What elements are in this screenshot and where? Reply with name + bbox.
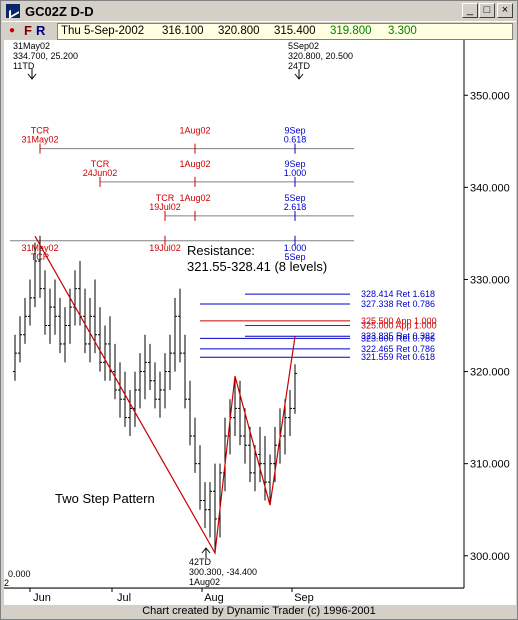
plot-area	[4, 40, 464, 588]
resistance-range: 321.55-328.41 (8 levels)	[187, 259, 327, 274]
y-tick-label: 300.000	[470, 551, 510, 563]
top-right-annotation: 320.800, 20.500	[288, 51, 353, 61]
y-axis-area	[464, 40, 516, 605]
top-right-annotation: 24TD	[288, 61, 311, 71]
x-tick-label: Aug	[204, 592, 224, 604]
quote-high: 320.800	[218, 25, 260, 37]
quote-date: Thu 5-Sep-2002	[61, 25, 145, 37]
tcr-label: TCR	[31, 126, 50, 136]
bottom-left-value: 0.000	[8, 569, 31, 579]
window-title: GC02Z D-D	[25, 4, 94, 19]
y-tick-label: 350.000	[470, 90, 510, 102]
record-dot-icon[interactable]: ●	[9, 25, 16, 36]
price-chart[interactable]: 300.000 310.000 320.000 330.000 340.000 350.0…	[2, 40, 516, 605]
tcr-label: 1Aug02	[179, 193, 210, 203]
top-right-annotation: 5Sep02	[288, 41, 319, 51]
tcr-label: 9Sep	[284, 126, 305, 136]
bottom-annotation: 42TD	[189, 557, 212, 567]
tcr-label: 24Jun02	[83, 168, 118, 178]
tcr-label: 19Jul02	[149, 243, 181, 253]
tcr-label: 19Jul02	[149, 202, 181, 212]
up-arrow-icon	[201, 547, 211, 558]
tcr-label: 1Aug02	[179, 126, 210, 136]
title-bar: GC02Z D-D _ □ ×	[2, 2, 516, 20]
toolbar: ● F R Thu 5-Sep-2002 316.100 320.800 315…	[2, 21, 516, 40]
quote-change: 3.300	[388, 25, 417, 37]
resistance-label: 323.835 Ret 0.382	[361, 331, 435, 341]
bottom-left-index: 2	[4, 578, 9, 588]
chart-app-icon	[6, 4, 20, 18]
tcr-label: 9Sep	[284, 159, 305, 169]
tcr-label: 1.000	[284, 243, 307, 253]
tcr-label: TCR	[156, 193, 175, 203]
pattern-label: Two Step Pattern	[55, 491, 155, 506]
quote-open: 316.100	[162, 25, 204, 37]
quote-bar: Thu 5-Sep-2002 316.100 320.800 315.400 3…	[57, 23, 513, 40]
resistance-label: 325.500 App 1.000	[361, 316, 437, 326]
tcr-label: 2.618	[284, 202, 307, 212]
x-tick-label: Jun	[33, 592, 51, 604]
x-tick-label: Jul	[117, 592, 131, 604]
tcr-label: 0.618	[284, 135, 307, 145]
bottom-annotation: 1Aug02	[189, 577, 220, 587]
quote-close: 319.800	[330, 25, 372, 37]
quote-low: 315.400	[274, 25, 316, 37]
f-button[interactable]: F	[24, 23, 32, 38]
resistance-label: 323.600 Ret 0.786	[361, 333, 435, 343]
resistance-label: 327.338 Ret 0.786	[361, 299, 435, 309]
resistance-label: 321.559 Ret 0.618	[361, 352, 435, 362]
minimize-button[interactable]: _	[462, 3, 478, 18]
tcr-label: 1.000	[284, 168, 307, 178]
tcr-label: TCR	[91, 159, 110, 169]
footer-credit: Chart created by Dynamic Trader (c) 1996…	[142, 605, 376, 617]
tcr-label: 1Aug02	[179, 159, 210, 169]
top-left-annotation: 31May02	[13, 41, 50, 51]
y-tick-label: 340.000	[470, 182, 510, 194]
x-axis-area	[4, 589, 464, 605]
two-step-pattern-line	[34, 235, 296, 555]
resistance-title: Resistance:	[187, 243, 255, 258]
tcr-label: 5Sep	[284, 252, 305, 262]
y-tick-label: 320.000	[470, 367, 510, 379]
r-button[interactable]: R	[36, 23, 46, 38]
down-arrow-icon	[27, 69, 37, 80]
bottom-annotation: 300.300, -34.400	[189, 567, 257, 577]
resistance-label: 325.000 App 1.000	[361, 321, 437, 331]
down-arrow-icon	[294, 69, 304, 80]
top-left-annotation: 334.700, 25.200	[13, 51, 78, 61]
close-button[interactable]: ×	[497, 3, 513, 18]
y-tick-label: 330.000	[470, 274, 510, 286]
resistance-label: 328.414 Ret 1.618	[361, 289, 435, 299]
tcr-label: 5Sep	[284, 193, 305, 203]
top-left-annotation: 11TD	[13, 61, 35, 71]
y-tick-label: 310.000	[470, 459, 510, 471]
resistance-label: 322.465 Ret 0.786	[361, 344, 435, 354]
tcr-label: 31May02	[21, 135, 58, 145]
maximize-button[interactable]: □	[479, 3, 495, 18]
x-tick-label: Sep	[294, 592, 314, 604]
